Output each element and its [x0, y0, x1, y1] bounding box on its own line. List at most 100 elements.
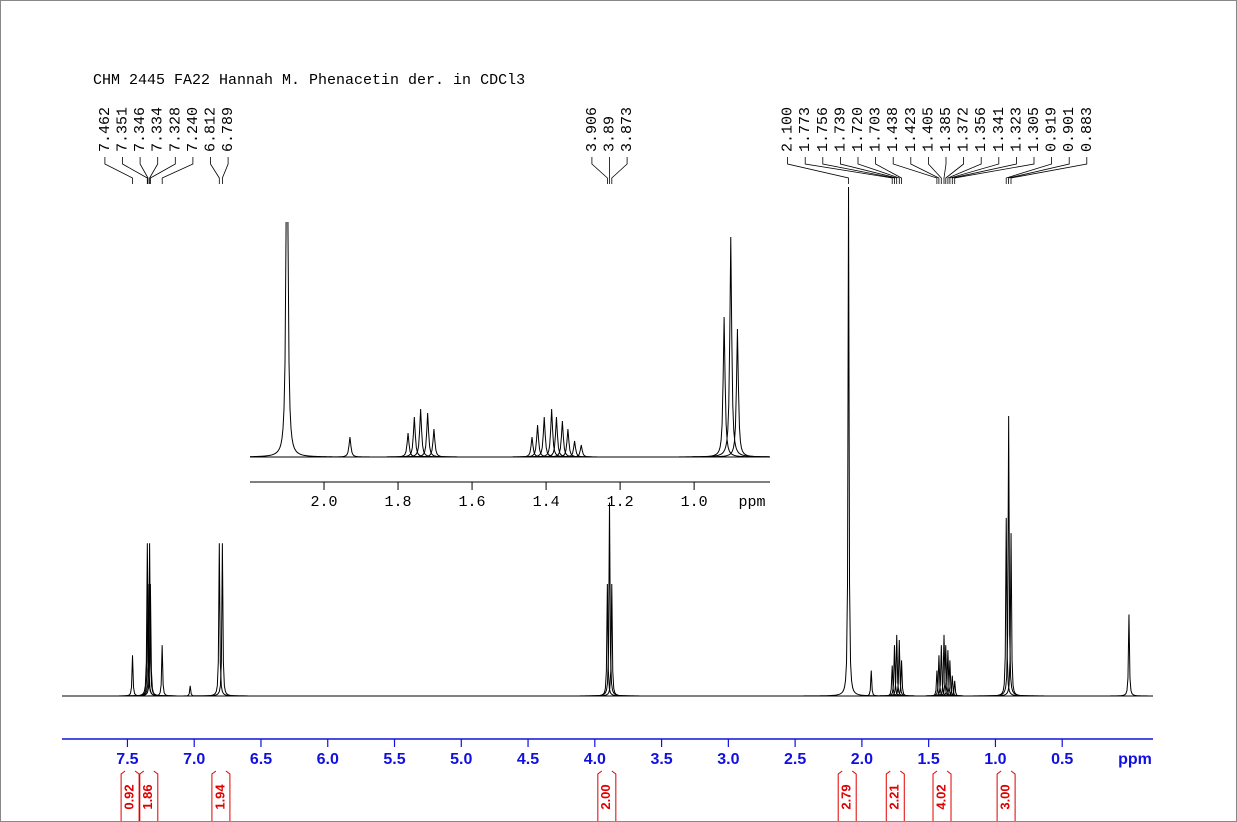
x-axis-label: ppm — [1118, 751, 1152, 768]
peak-label: 1.423 — [903, 107, 920, 152]
peak-label: 1.323 — [1008, 107, 1025, 152]
peak-label-leader — [875, 157, 902, 184]
peak-label-leader — [892, 157, 938, 184]
peak — [966, 533, 1057, 697]
peak-label-leader — [949, 157, 1000, 184]
peak-label-leader — [1010, 157, 1088, 184]
integral-bracket — [597, 770, 617, 821]
peak-label: 3.906 — [584, 107, 601, 152]
peak-label-leader — [1008, 157, 1070, 184]
peak-label-leader — [804, 157, 893, 184]
peak-label: 6.789 — [220, 107, 237, 152]
peak-label-leader — [104, 157, 133, 184]
peak-label: 1.720 — [850, 107, 867, 152]
peak-label: 1.739 — [832, 107, 849, 152]
peak-label-leader — [591, 157, 608, 184]
peak-label-leader — [149, 157, 159, 184]
integral-label: 4.02 — [933, 784, 948, 809]
x-tick-label: 5.5 — [383, 751, 405, 768]
x-tick-label: 2.0 — [851, 751, 873, 768]
x-tick-label: 6.0 — [317, 751, 339, 768]
integral-label: 3.00 — [998, 784, 1013, 809]
peak-label-leader — [611, 157, 628, 184]
peak-label-leader — [857, 157, 900, 184]
peak-label: 6.812 — [202, 107, 219, 152]
peak-label: 7.240 — [185, 107, 202, 152]
integral-label: 2.79 — [839, 784, 854, 809]
inset-x-tick-label: 1.0 — [681, 494, 708, 511]
peak-label-leader — [928, 157, 942, 184]
peak-label: 3.873 — [619, 107, 636, 152]
peak-label: 7.462 — [97, 107, 114, 152]
integral-bracket — [885, 770, 905, 821]
integral-label: 2.21 — [887, 784, 902, 809]
peak-label: 0.901 — [1061, 107, 1078, 152]
peak-label-leader — [954, 157, 1035, 184]
integral-label: 2.00 — [598, 784, 613, 809]
peak-label: 1.341 — [991, 107, 1008, 152]
peak-label: 7.346 — [132, 107, 149, 152]
peak-label-leader — [943, 157, 947, 184]
integral-bracket — [932, 770, 952, 821]
inset-x-tick-label: 2.0 — [311, 494, 338, 511]
peak-label: 1.305 — [1026, 107, 1043, 152]
peak-label: 1.385 — [938, 107, 955, 152]
x-tick-label: 7.0 — [183, 751, 205, 768]
peak-label-leader — [1005, 157, 1052, 184]
inset-x-axis-label: ppm — [738, 494, 765, 511]
x-tick-label: 7.5 — [116, 751, 138, 768]
peak-label-leader — [822, 157, 895, 184]
x-tick-label: 1.5 — [918, 751, 940, 768]
integral-bracket — [139, 770, 159, 821]
peak-label-leader — [150, 157, 176, 184]
x-tick-label: 2.5 — [784, 751, 806, 768]
x-tick-label: 3.0 — [717, 751, 739, 768]
peak-label-leader — [787, 157, 849, 184]
peak-label-leader — [139, 157, 149, 184]
peak-label-leader — [951, 157, 1017, 184]
peak-label: 1.703 — [868, 107, 885, 152]
peak-label: 1.372 — [956, 107, 973, 152]
integral-bracket — [837, 770, 857, 821]
x-tick-label: 6.5 — [250, 751, 272, 768]
peak-label: 1.438 — [885, 107, 902, 152]
peak-label: 1.756 — [815, 107, 832, 152]
inset-x-tick-label: 1.4 — [533, 494, 560, 511]
peak-label: 1.356 — [973, 107, 990, 152]
peak-label: 2.100 — [780, 107, 797, 152]
peak — [177, 543, 268, 697]
peak-label-leader — [222, 157, 229, 184]
integral-label: 1.94 — [212, 784, 227, 810]
integral-bracket — [211, 770, 231, 821]
x-tick-label: 3.5 — [650, 751, 672, 768]
chart-title: CHM 2445 FA22 Hannah M. Phenacetin der. … — [93, 72, 525, 89]
peak-label-leader — [210, 157, 220, 184]
integral-label: 1.86 — [140, 784, 155, 809]
x-tick-label: 0.5 — [1051, 751, 1073, 768]
inset-x-tick-label: 1.8 — [385, 494, 412, 511]
peak — [566, 584, 657, 697]
peak-label: 7.334 — [150, 107, 167, 152]
integral-bracket — [120, 770, 140, 821]
inset-plot — [250, 222, 770, 458]
peak-label: 7.351 — [114, 107, 131, 152]
peak-label-leader — [840, 157, 898, 184]
x-tick-label: 4.0 — [584, 751, 606, 768]
peak-label-leader — [945, 157, 964, 184]
integral-label: 0.92 — [122, 784, 137, 809]
peak — [388, 428, 479, 458]
peak-label: 1.405 — [920, 107, 937, 152]
peak-label: 3.89 — [601, 116, 618, 152]
peak-label-leader — [161, 157, 194, 184]
peak-label: 0.883 — [1079, 107, 1096, 152]
peak-label-leader — [910, 157, 940, 184]
x-tick-label: 5.0 — [450, 751, 472, 768]
peak — [1083, 614, 1153, 697]
peak-label: 0.919 — [1044, 107, 1061, 152]
peak — [536, 444, 627, 458]
peak-label-leader — [947, 157, 982, 184]
integral-bracket — [996, 770, 1016, 821]
peak — [692, 328, 770, 458]
